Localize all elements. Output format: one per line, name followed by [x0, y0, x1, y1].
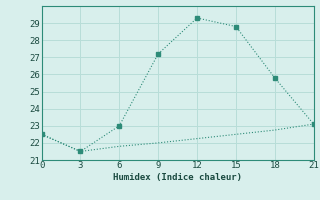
X-axis label: Humidex (Indice chaleur): Humidex (Indice chaleur) [113, 173, 242, 182]
